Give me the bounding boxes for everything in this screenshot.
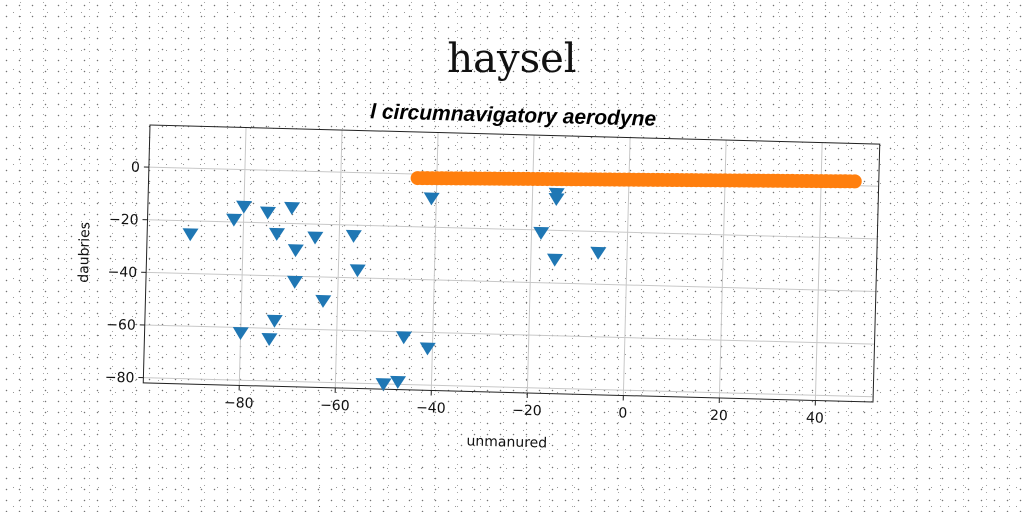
scatter-point-triangle [375, 378, 392, 392]
scatter-point-triangle [546, 253, 563, 267]
x-tick-label: 0 [618, 405, 627, 421]
x-tick-label: 40 [806, 410, 824, 426]
scatter-point-triangle [261, 333, 278, 347]
y-grid-line [144, 324, 875, 345]
tick-layer: −80 −60 −40 −20 0 20 40 0 −20 −40 −60 −80 [105, 160, 824, 427]
scatter-point-triangle [226, 213, 243, 227]
scatter-point-triangle [423, 192, 440, 206]
y-tick-label: 0 [131, 160, 140, 176]
scatter-point-circle [847, 174, 862, 189]
super-title: haysel [447, 36, 577, 82]
scatter-point-triangle [590, 246, 607, 260]
plot-group: −80 −60 −40 −20 0 20 40 0 −20 −40 −60 −80 unmanured… [76, 124, 881, 452]
scatter-point-triangle [548, 193, 565, 207]
scatter-point-triangle [287, 244, 304, 258]
y-tick-label: −20 [109, 212, 139, 229]
grid-layer [143, 127, 879, 401]
y-tick-label: −40 [107, 264, 137, 281]
scatter-point-triangle [349, 264, 366, 278]
y-grid-line [147, 219, 878, 240]
scatter-point-triangle [419, 342, 436, 356]
y-grid-line [146, 271, 876, 292]
scatter-point-triangle [396, 331, 413, 345]
scatter-point-triangle [345, 229, 362, 243]
y-tick-label: −80 [105, 370, 135, 387]
scatter-point-triangle [182, 228, 199, 242]
x-tick-label: −60 [320, 398, 350, 415]
x-axis-label: unmanured [466, 433, 547, 451]
scatter-point-triangle [269, 227, 286, 241]
y-tick-label: −60 [106, 317, 136, 334]
scatter-point-triangle [315, 294, 332, 308]
scatter-point-triangle [236, 200, 253, 214]
scatter-point-triangle [259, 206, 276, 220]
marks-layer [182, 171, 862, 392]
x-tick-label: 20 [710, 408, 728, 424]
scatter-point-triangle [390, 375, 407, 389]
y-axis-label: daubries [76, 222, 94, 283]
scatter-point-triangle [284, 201, 301, 215]
scatter-point-triangle [307, 231, 324, 245]
x-grid-line [334, 130, 343, 388]
plot-frame [142, 124, 881, 403]
scatter-point-triangle [533, 226, 550, 240]
x-tick-label: −80 [224, 395, 254, 412]
scatter-point-triangle [232, 326, 249, 340]
x-tick-label: −20 [512, 403, 542, 420]
y-grid-line [143, 377, 874, 398]
x-grid-line [238, 127, 247, 386]
chart-title: l circumnavigatory aerodyne [370, 100, 657, 130]
x-tick-label: −40 [416, 400, 446, 417]
scatter-point-triangle [266, 314, 283, 328]
scatter-point-triangle [286, 275, 303, 289]
